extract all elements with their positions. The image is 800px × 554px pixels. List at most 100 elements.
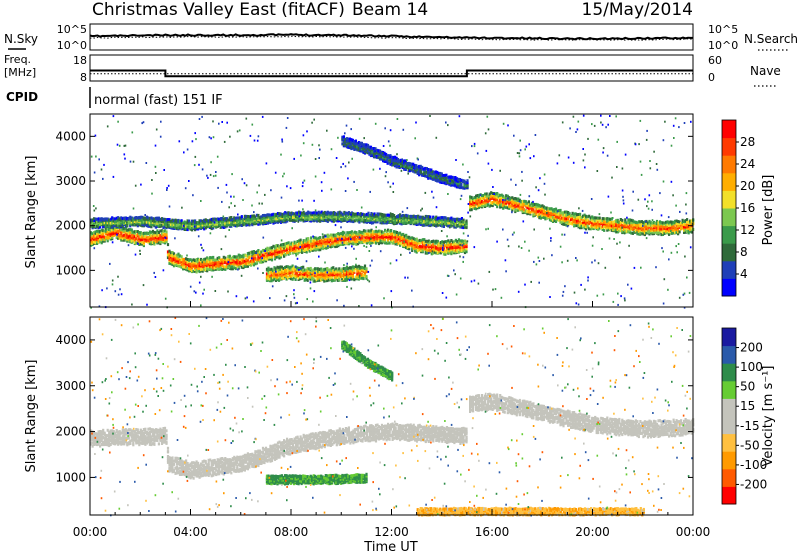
power-cell-band-0 (183, 260, 186, 264)
power-cell-band-0 (185, 264, 188, 268)
power-cell-band-0 (230, 258, 233, 262)
power-cell-band-1 (257, 215, 260, 219)
power-cell-band-0 (147, 232, 150, 235)
power-cell-band-0 (117, 236, 120, 240)
power-cell-band-1 (270, 213, 274, 217)
power-cell-band-0 (326, 239, 329, 243)
power-cell-band-0 (204, 259, 207, 263)
power-cell-band-0 (364, 240, 367, 244)
power-cell-band-0 (194, 259, 197, 263)
power-cell-band-0 (114, 229, 117, 232)
power-cell-band-1 (326, 216, 329, 220)
power-cell-band-0 (227, 255, 230, 259)
power-cell-band-0 (384, 235, 387, 239)
power-cell-band-0 (270, 252, 274, 256)
power-cell-band-0 (103, 237, 106, 241)
power-cell-band-0 (112, 228, 115, 232)
power-cell-band-1 (359, 219, 362, 223)
power-cell-band-0 (216, 256, 219, 260)
power-cell-band-0 (313, 248, 316, 252)
power-cell-band-1 (189, 221, 192, 225)
power-cell-band-0 (162, 235, 165, 239)
power-cell-band-1 (240, 216, 243, 220)
power-cell-band-1 (195, 221, 198, 225)
power-cell-band-0 (400, 233, 403, 237)
power-cell-band-0 (380, 241, 384, 245)
power-cell-band-0 (180, 260, 183, 263)
power-cell-band-0 (188, 264, 191, 268)
power-cell-band-0 (427, 248, 430, 252)
power-cell-band-0 (370, 241, 373, 245)
power-cell-band-1 (263, 216, 266, 220)
power-cell-band-1 (350, 211, 353, 215)
power-cell-band-0 (133, 238, 136, 242)
power-cell-band-0 (192, 262, 195, 266)
power-cell-band-0 (411, 249, 414, 252)
power-cell-band-0 (394, 238, 397, 242)
power-cell-band-1 (286, 217, 289, 221)
power-cell-band-1 (96, 217, 99, 221)
power-cell-band-0 (165, 232, 168, 236)
power-cell-band-0 (209, 261, 212, 265)
power-cell-band-0 (350, 237, 353, 241)
power-cell-band-0 (441, 241, 444, 245)
power-cell-band-0 (127, 234, 130, 238)
power-cell-band-1 (310, 217, 313, 221)
power-cell-band-1 (356, 212, 359, 216)
power-cell-band-0 (445, 245, 448, 249)
power-cell-band-0 (367, 235, 370, 239)
power-cell-band-0 (301, 245, 304, 249)
power-cell-band-0 (421, 238, 424, 242)
power-cell-band-1 (206, 219, 209, 223)
power-cell-band-0 (424, 249, 427, 253)
power-cell-band-0 (450, 252, 453, 256)
power-cell-band-1 (364, 220, 367, 224)
power-cell-band-0 (261, 257, 265, 261)
power-cell-band-1 (269, 221, 272, 224)
power-cell-band-1 (293, 214, 296, 218)
power-cell-band-1 (191, 219, 194, 223)
power-cell-band-0 (408, 245, 411, 249)
power-cell-band-1 (248, 215, 251, 219)
power-cell-band-0 (213, 260, 216, 264)
power-cell-band-0 (186, 268, 189, 272)
power-cell-band-0 (177, 255, 180, 259)
power-cell-band-1 (157, 222, 160, 226)
power-cell-band-0 (124, 232, 127, 236)
power-cell-band-1 (340, 219, 343, 223)
power-cell-band-1 (234, 222, 237, 226)
power-cell-band-0 (382, 237, 385, 241)
power-cell-band-1 (160, 220, 164, 224)
power-cell-band-1 (335, 219, 338, 223)
power-cell-band-0 (284, 242, 287, 246)
power-cell-band-0 (329, 233, 332, 237)
power-cell-band-0 (150, 235, 153, 239)
power-cell-band-1 (216, 217, 219, 221)
power-cell-band-0 (316, 241, 319, 245)
power-cell-band-0 (394, 242, 397, 246)
power-cell-band-0 (331, 244, 334, 248)
power-cell-band-1 (365, 212, 369, 216)
power-cell-band-0 (148, 242, 151, 246)
power-cell-band-0 (182, 263, 185, 267)
power-cell-band-0 (156, 232, 159, 236)
power-cell-band-0 (355, 240, 358, 244)
power-cell-band-1 (91, 218, 94, 222)
power-cell-band-1 (308, 217, 311, 221)
power-cell-band-0 (228, 260, 231, 264)
power-cell-band-0 (145, 239, 148, 243)
power-cell-band-1 (251, 219, 254, 223)
power-cell-band-0 (459, 246, 462, 250)
power-cell-band-0 (343, 231, 346, 235)
power-cell-band-0 (153, 238, 156, 242)
power-cell-band-0 (144, 239, 147, 243)
power-cell-band-1 (349, 218, 352, 222)
power-cell-band-0 (129, 231, 132, 235)
power-cell-band-0 (257, 251, 260, 254)
power-cell-band-0 (463, 249, 467, 252)
power-cell-band-1 (192, 219, 195, 223)
power-cell-band-0 (147, 236, 150, 240)
power-cell-band-0 (212, 268, 215, 272)
power-cell-band-1 (337, 212, 340, 216)
